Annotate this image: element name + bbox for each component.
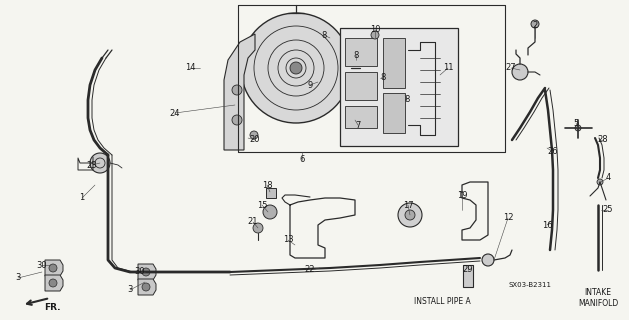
Circle shape bbox=[90, 153, 110, 173]
Circle shape bbox=[482, 254, 494, 266]
Text: 3: 3 bbox=[127, 285, 133, 294]
Circle shape bbox=[405, 210, 415, 220]
Text: 9: 9 bbox=[308, 81, 313, 90]
Text: 18: 18 bbox=[262, 180, 272, 189]
Text: 20: 20 bbox=[250, 135, 260, 145]
Circle shape bbox=[253, 223, 263, 233]
Text: 29: 29 bbox=[463, 266, 473, 275]
Text: 8: 8 bbox=[321, 30, 326, 39]
Text: 8: 8 bbox=[353, 51, 359, 60]
Text: 12: 12 bbox=[503, 213, 513, 222]
Polygon shape bbox=[45, 260, 63, 276]
Text: 22: 22 bbox=[304, 266, 315, 275]
Text: 15: 15 bbox=[257, 201, 267, 210]
Text: 26: 26 bbox=[548, 148, 559, 156]
Circle shape bbox=[49, 264, 57, 272]
Text: 10: 10 bbox=[370, 26, 381, 35]
Bar bbox=[345, 38, 377, 66]
Text: 24: 24 bbox=[170, 108, 181, 117]
Circle shape bbox=[232, 85, 242, 95]
Polygon shape bbox=[45, 275, 63, 291]
Circle shape bbox=[49, 279, 57, 287]
Text: 3: 3 bbox=[15, 274, 21, 283]
Text: 23: 23 bbox=[87, 161, 97, 170]
Text: 13: 13 bbox=[282, 236, 293, 244]
Text: 7: 7 bbox=[355, 121, 360, 130]
Circle shape bbox=[531, 20, 539, 28]
Text: 2: 2 bbox=[532, 20, 538, 29]
Text: 8: 8 bbox=[404, 95, 409, 105]
Circle shape bbox=[263, 205, 277, 219]
Bar bbox=[463, 265, 473, 287]
Text: 4: 4 bbox=[605, 173, 611, 182]
Text: INSTALL PIPE A: INSTALL PIPE A bbox=[414, 298, 470, 307]
Text: 16: 16 bbox=[542, 220, 552, 229]
Text: 28: 28 bbox=[598, 135, 608, 145]
Bar bbox=[345, 72, 377, 100]
Bar bbox=[383, 38, 405, 88]
Circle shape bbox=[398, 203, 422, 227]
Text: FR.: FR. bbox=[44, 302, 60, 311]
Bar bbox=[266, 188, 276, 198]
Circle shape bbox=[250, 131, 258, 139]
Circle shape bbox=[290, 62, 302, 74]
Circle shape bbox=[142, 283, 150, 291]
Text: 21: 21 bbox=[248, 218, 259, 227]
Circle shape bbox=[512, 64, 528, 80]
Text: 30: 30 bbox=[135, 268, 145, 276]
Circle shape bbox=[575, 125, 581, 131]
Text: 17: 17 bbox=[403, 201, 413, 210]
Polygon shape bbox=[138, 279, 156, 295]
Circle shape bbox=[142, 268, 150, 276]
Text: 5: 5 bbox=[574, 118, 579, 127]
Polygon shape bbox=[224, 34, 255, 150]
Text: 11: 11 bbox=[443, 63, 454, 73]
Bar bbox=[345, 106, 377, 128]
Text: 27: 27 bbox=[506, 63, 516, 73]
Circle shape bbox=[232, 115, 242, 125]
Circle shape bbox=[371, 31, 379, 39]
Text: SX03-B2311: SX03-B2311 bbox=[508, 282, 552, 288]
Text: 30: 30 bbox=[36, 260, 47, 269]
Bar bbox=[340, 28, 458, 146]
Polygon shape bbox=[138, 264, 156, 280]
Text: INTAKE
MANIFOLD: INTAKE MANIFOLD bbox=[578, 288, 618, 308]
Text: 25: 25 bbox=[603, 205, 613, 214]
Text: 19: 19 bbox=[457, 190, 467, 199]
Text: 1: 1 bbox=[79, 194, 85, 203]
Bar bbox=[383, 93, 405, 133]
Circle shape bbox=[597, 179, 603, 185]
Text: 14: 14 bbox=[185, 63, 195, 73]
Circle shape bbox=[241, 13, 351, 123]
Text: 6: 6 bbox=[299, 156, 304, 164]
Text: 8: 8 bbox=[381, 74, 386, 83]
